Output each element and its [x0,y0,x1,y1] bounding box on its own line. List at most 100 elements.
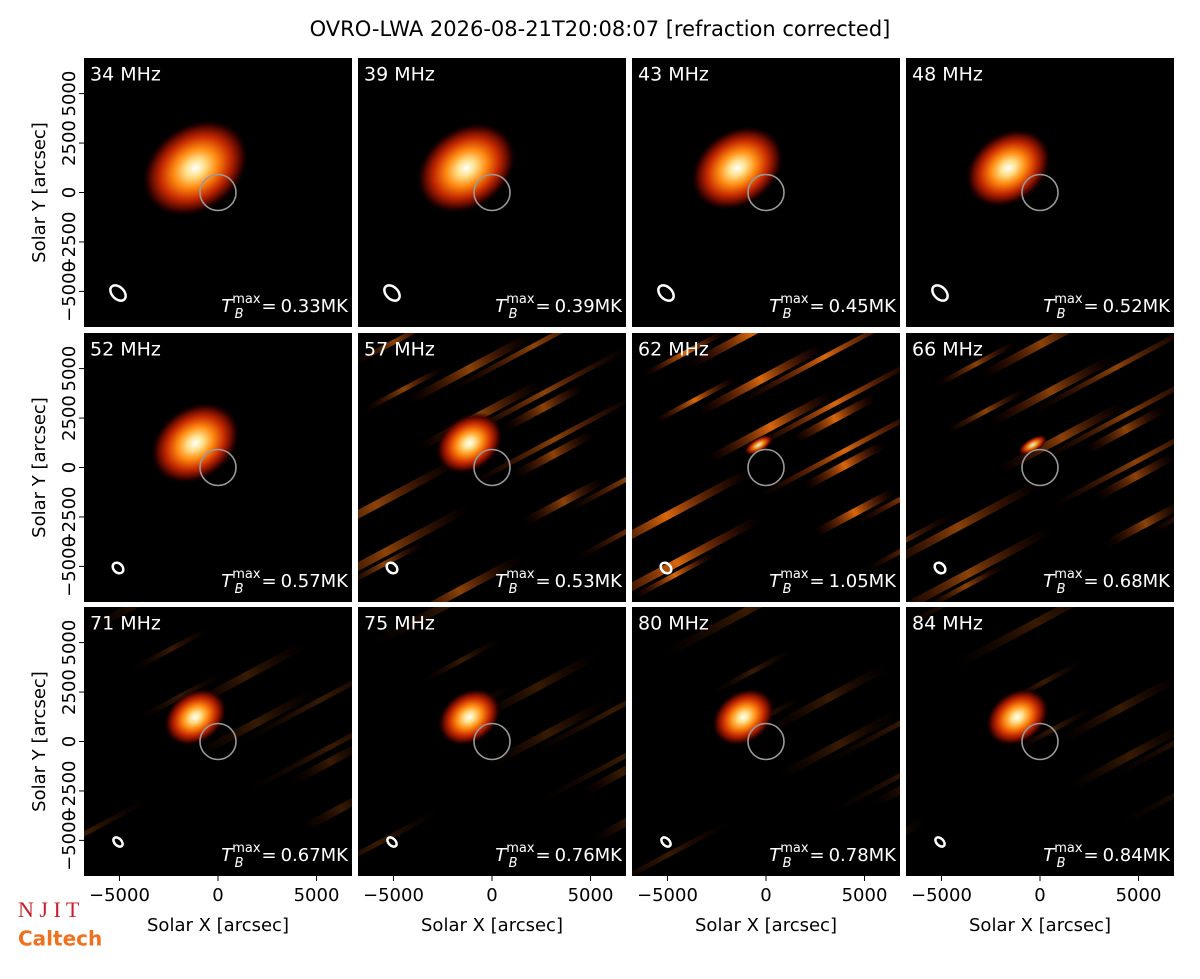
y-tick-label: 0 [59,462,80,473]
beam [660,836,672,848]
tb-superscript: max [1054,292,1083,307]
noise-streak [750,356,900,451]
noise-streak [987,354,1116,428]
solar-disk [473,448,511,487]
source [435,412,504,474]
panel-label: 71 MHz [90,613,161,635]
x-tick-label: 0 [212,885,223,906]
solar-disk [1021,722,1059,761]
y-tick-label: 2500 [59,395,80,441]
tb-subscript: B [783,856,792,871]
image [84,58,352,327]
tb-superscript: max [232,292,261,307]
noise-streak [906,478,1044,576]
y-tick-label: −5000 [59,810,80,871]
image [84,607,352,876]
image-bg [906,607,1174,876]
noise-streak [740,333,900,404]
noise-streak [1031,333,1174,415]
tb-value: 0.78MK [829,845,898,866]
panel-label: 34 MHz [90,64,161,86]
tb-max-label: Tmax B = 0.33MK [221,292,349,322]
tb-symbol: T [221,296,234,317]
source [163,688,227,746]
noise-streak [925,562,1007,602]
source [141,119,250,218]
y-axis-label: Solar Y [arcsec] [29,671,50,812]
noise-streak [449,333,620,393]
panel: 43 MHz Tmax B = 0.45MK [632,58,900,327]
x-tick-label: −5000 [911,885,972,906]
noise-streak [459,345,626,440]
solar-disk [1021,448,1059,487]
panel-label: 80 MHz [638,613,709,635]
noise-streak [1103,498,1174,549]
noise-streak [129,625,212,673]
source [150,402,241,485]
panel-label: 66 MHz [912,339,983,361]
tb-subscript: B [509,856,518,871]
panel: 52 MHz Tmax B = 0.57MK [84,333,352,602]
noise-streak [565,443,626,514]
x-tick-label: −5000 [637,885,698,906]
source [690,125,785,211]
source [744,434,773,456]
noise-streak [358,456,462,554]
noise-streak [405,333,534,406]
y-axis-label: Solar Y [arcsec] [29,122,50,263]
noise-streak [1109,685,1174,780]
y-tick-label: −2500 [59,212,80,273]
tb-equals: = [261,296,276,317]
noise-streak [473,650,602,724]
tb-equals: = [809,571,824,592]
tb-value: 0.52MK [1103,296,1172,317]
panel: 71 MHz Tmax B = 0.67MK [84,607,352,876]
tb-value: 0.67MK [281,845,350,866]
tb-equals: = [261,571,276,592]
solar-disk [473,722,511,761]
noise-streak [511,429,596,480]
noise-streak [246,699,352,794]
x-tick-label: 5000 [842,885,888,906]
panel: 57 MHz Tmax B = 0.53MK [358,333,626,602]
tb-equals: = [261,845,276,866]
tb-equals: = [535,571,550,592]
tb-max-label: Tmax B = 0.57MK [221,567,349,597]
beam [933,561,947,575]
noise-streak [803,440,887,491]
tb-max-label: Tmax B = 0.84MK [1043,841,1171,871]
noise-streak [945,387,1027,435]
noise-streak [358,503,472,601]
noise-streak [1094,451,1174,502]
noise-streak [634,551,716,599]
tb-subscript: B [783,582,792,597]
image-bg [906,333,1174,602]
image-bg [358,607,626,876]
solar-disk [199,173,237,212]
tb-subscript: B [1057,856,1066,871]
noise-streak [501,382,586,433]
tb-equals: = [1083,845,1098,866]
y-tick-label: 5000 [59,346,80,392]
tb-symbol: T [769,571,782,592]
image [906,58,1174,327]
noise-streak [84,607,249,639]
tb-subscript: B [509,307,518,322]
image [906,333,1174,602]
y-tick-label: −2500 [59,487,80,548]
tb-symbol: T [495,845,508,866]
x-tick-label: 5000 [568,885,614,906]
source [416,122,517,214]
noise-streak [697,343,825,417]
y-tick-label: 5000 [59,620,80,666]
image [358,58,626,327]
solar-disk [199,448,237,487]
x-axis-label: Solar X [arcsec] [969,915,1111,936]
tb-max-label: Tmax B = 0.68MK [1043,567,1171,597]
tb-superscript: max [780,292,809,307]
noise-streak [522,476,606,527]
noise-streak [906,525,1054,602]
x-tick-label: 0 [1034,885,1045,906]
noise-streak [813,487,897,538]
